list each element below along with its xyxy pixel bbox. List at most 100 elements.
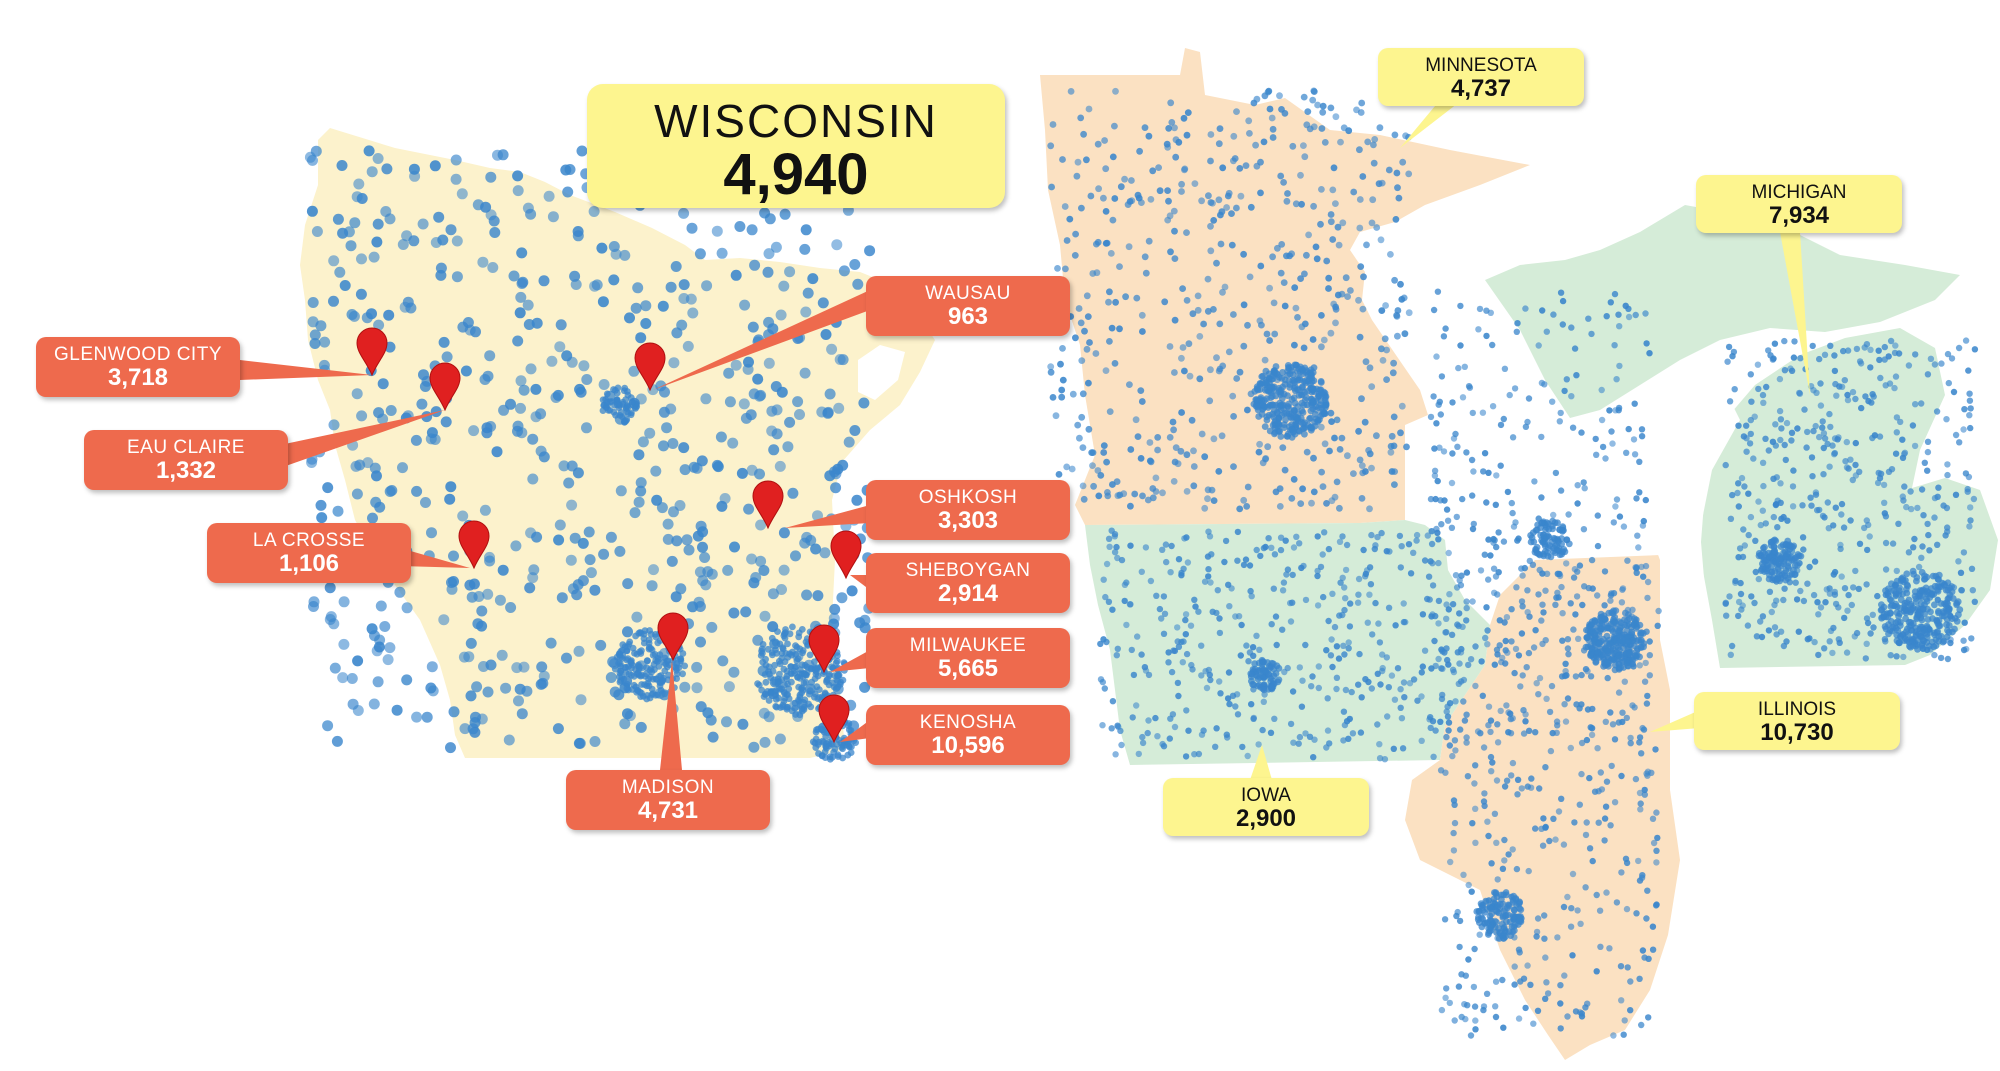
location-dot	[1574, 500, 1581, 507]
location-dot	[1361, 418, 1369, 426]
location-dot	[1960, 637, 1967, 644]
location-dot	[1123, 579, 1130, 586]
location-dot	[1071, 252, 1079, 259]
location-dot	[1484, 818, 1491, 825]
location-dot	[1638, 750, 1645, 757]
location-dot	[700, 393, 712, 405]
location-dot	[788, 707, 796, 715]
location-dot	[1935, 622, 1943, 629]
location-dot	[1458, 971, 1465, 978]
location-dot	[1318, 125, 1326, 132]
location-dot	[1469, 525, 1477, 533]
location-dot	[450, 173, 462, 185]
location-dot	[1769, 356, 1777, 363]
location-dot	[859, 681, 871, 693]
location-dot	[1246, 130, 1253, 137]
location-dot	[1515, 1015, 1523, 1022]
location-dot	[1265, 535, 1272, 542]
location-dot	[1554, 589, 1561, 596]
location-dot	[1924, 520, 1931, 528]
location-dot	[787, 487, 799, 499]
location-dot	[1147, 577, 1155, 585]
location-dot	[835, 736, 842, 744]
location-dot	[1947, 639, 1954, 647]
location-dot	[771, 639, 779, 647]
location-dot	[538, 275, 550, 287]
location-dot	[1472, 805, 1479, 812]
location-dot	[1162, 541, 1170, 548]
location-dot	[1768, 608, 1776, 616]
location-dot	[1514, 320, 1521, 327]
location-dot	[1832, 504, 1840, 511]
location-dot	[1745, 490, 1752, 497]
location-dot	[1389, 369, 1397, 377]
location-dot	[352, 655, 364, 667]
location-dot	[1438, 521, 1445, 528]
location-dot	[1233, 204, 1240, 212]
location-dot	[1333, 674, 1341, 681]
location-dot	[1838, 511, 1845, 518]
location-dot	[1323, 257, 1331, 265]
location-dot	[1397, 429, 1404, 437]
location-dot	[1250, 715, 1257, 722]
location-dot	[1564, 893, 1571, 901]
location-dot	[706, 568, 718, 580]
location-dot	[1190, 482, 1198, 490]
location-dot	[1518, 785, 1526, 792]
location-dot	[1847, 517, 1854, 524]
location-dot	[1546, 708, 1554, 716]
location-dot	[1583, 819, 1590, 826]
location-dot	[1967, 504, 1974, 511]
location-dot	[1646, 638, 1653, 645]
location-dot	[1433, 420, 1440, 427]
location-dot	[1358, 694, 1365, 701]
location-dot	[1961, 406, 1968, 413]
location-dot	[1130, 671, 1138, 679]
location-dot	[445, 224, 457, 236]
location-dot	[747, 321, 759, 333]
location-dot	[830, 468, 842, 480]
location-dot	[531, 531, 543, 543]
location-dot	[801, 589, 813, 601]
location-dot	[755, 519, 767, 531]
location-dot	[1465, 661, 1472, 669]
location-dot	[1089, 449, 1097, 456]
location-dot	[1781, 441, 1788, 449]
location-dot	[1356, 146, 1363, 154]
location-dot	[1499, 912, 1507, 920]
location-dot	[1469, 820, 1476, 827]
location-dot	[1443, 733, 1450, 741]
location-dot	[367, 512, 378, 524]
location-dot	[1923, 598, 1931, 605]
location-dot	[451, 235, 463, 247]
location-dot	[762, 266, 774, 278]
location-dot	[1541, 935, 1548, 942]
location-dot	[1494, 591, 1501, 598]
location-dot	[661, 422, 673, 434]
location-dot	[1078, 357, 1086, 364]
location-dot	[1748, 593, 1755, 600]
location-dot	[525, 363, 537, 375]
location-dot	[778, 564, 790, 576]
location-dot	[1278, 106, 1285, 113]
location-dot	[1284, 367, 1291, 375]
location-dot	[1234, 557, 1241, 564]
location-dot	[1245, 117, 1253, 125]
location-dot	[1591, 788, 1599, 795]
location-dot	[1893, 653, 1900, 660]
location-dot	[1582, 831, 1590, 839]
location-dot	[1755, 385, 1762, 393]
location-dot	[1446, 999, 1454, 1007]
location-dot	[1644, 887, 1651, 894]
location-dot	[1360, 273, 1367, 281]
location-dot	[1243, 642, 1250, 649]
location-dot	[1571, 819, 1578, 826]
location-dot	[1598, 386, 1605, 394]
location-dot	[1324, 727, 1332, 734]
location-dot	[1586, 621, 1593, 628]
location-dot	[479, 504, 491, 516]
location-dot	[1794, 425, 1801, 432]
location-dot	[811, 675, 819, 682]
location-dot	[1777, 416, 1785, 423]
location-dot	[1881, 343, 1889, 351]
